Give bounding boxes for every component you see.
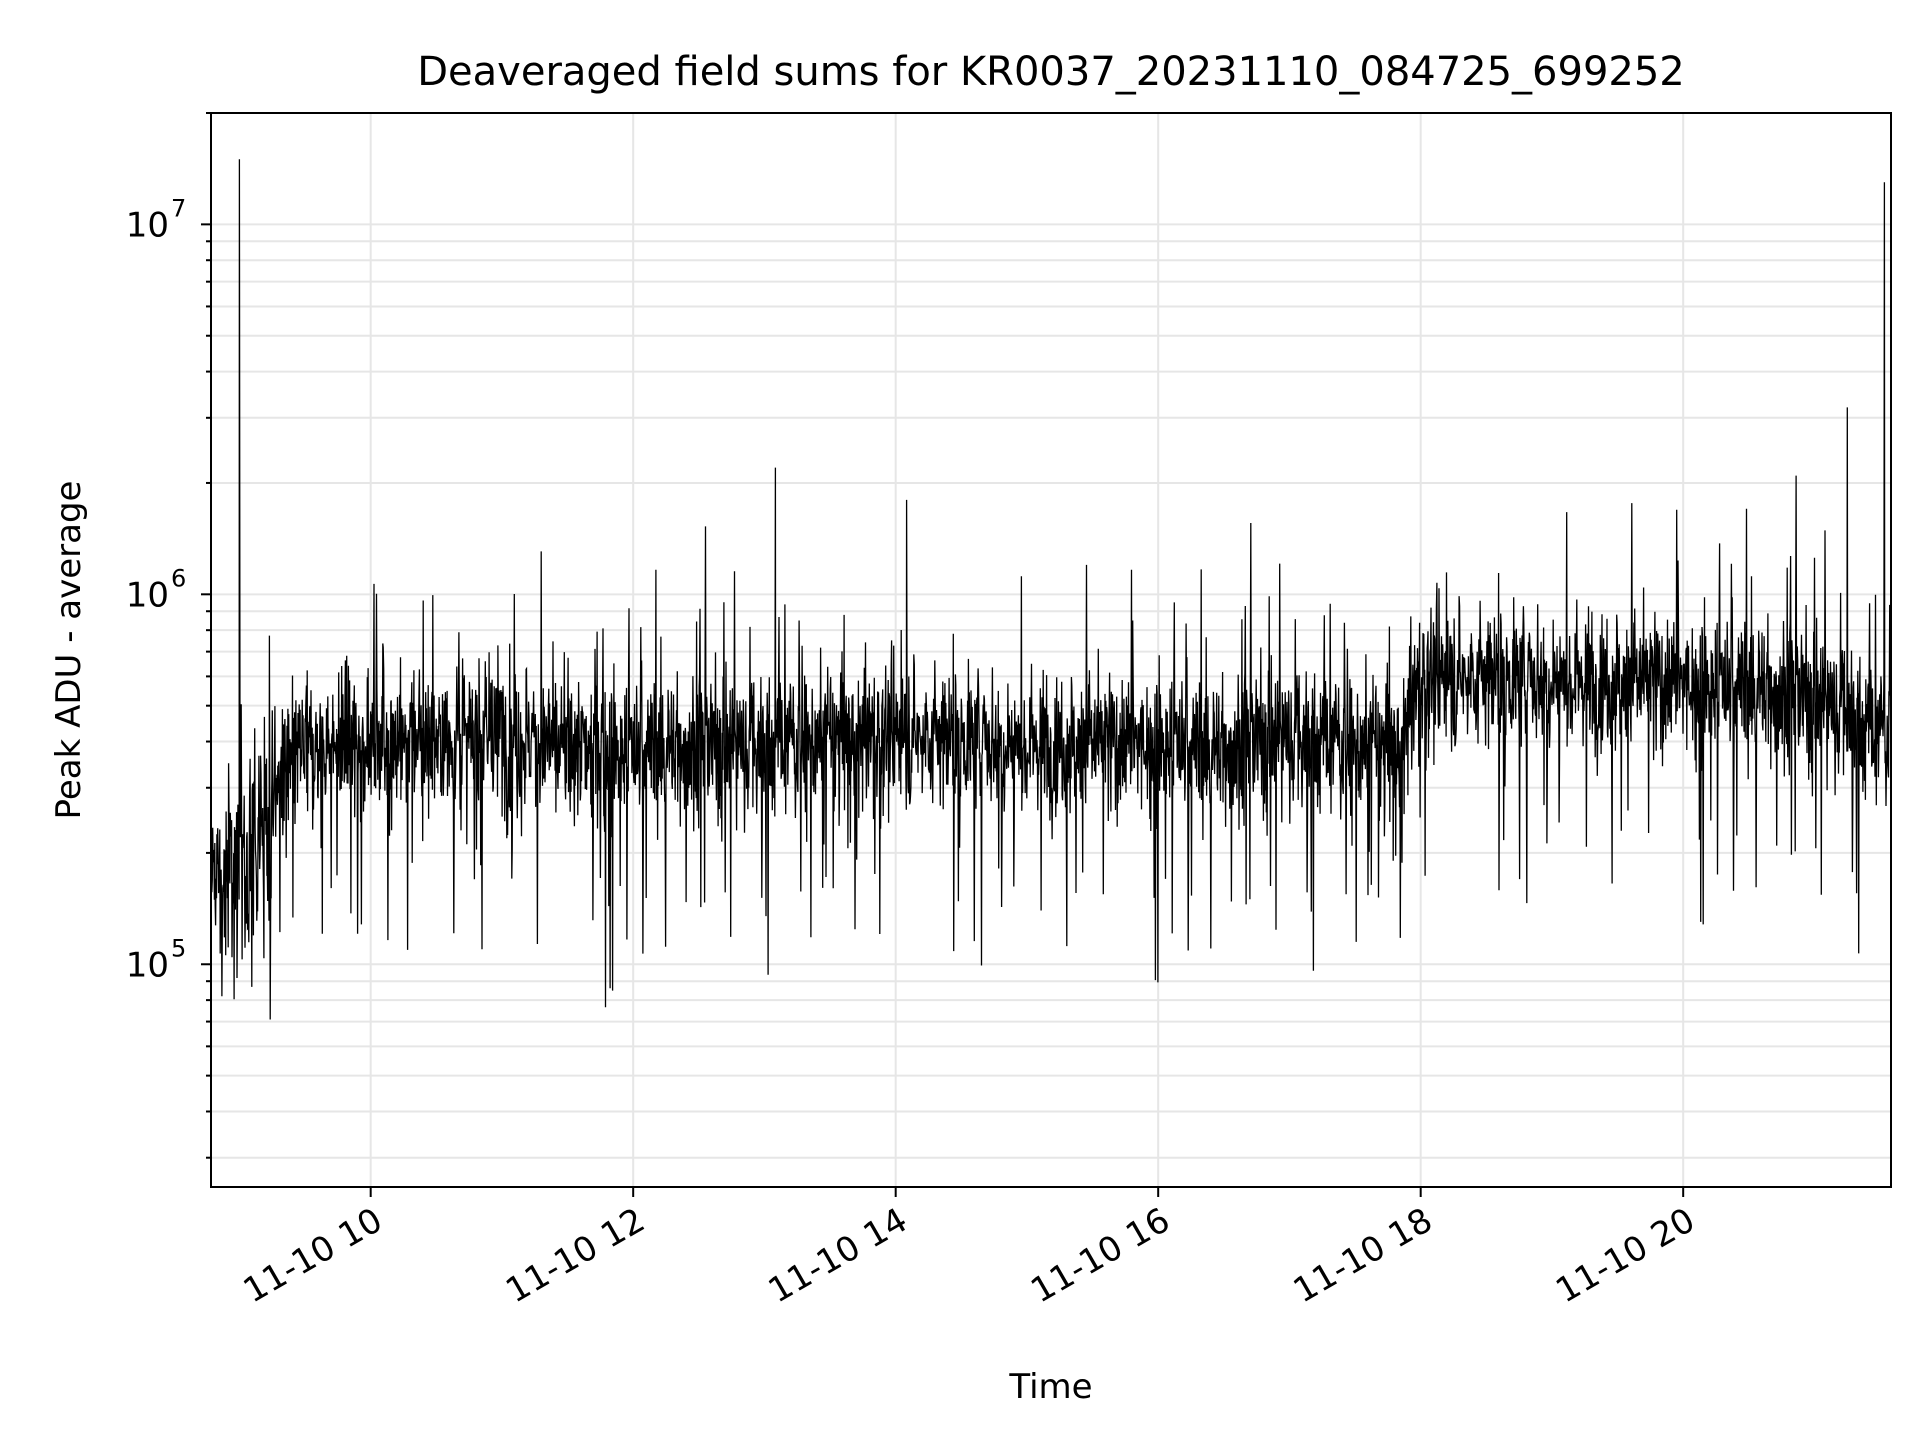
series-line [211,159,1891,1020]
chart-title: Deaveraged field sums for KR0037_2023111… [417,49,1685,95]
y-axis-label: Peak ADU - average [49,481,89,820]
y-tick-label-exponent: 5 [171,934,186,962]
y-tick-label-exponent: 6 [171,564,186,592]
y-tick-label-exponent: 7 [171,194,186,222]
plot-area [211,159,1891,1020]
x-axis-label: Time [1008,1367,1092,1407]
y-tick-label: 10 [126,945,169,985]
y-tick-label: 10 [126,575,169,615]
axes-frame [210,112,1892,1188]
y-tick-label: 10 [126,205,169,245]
